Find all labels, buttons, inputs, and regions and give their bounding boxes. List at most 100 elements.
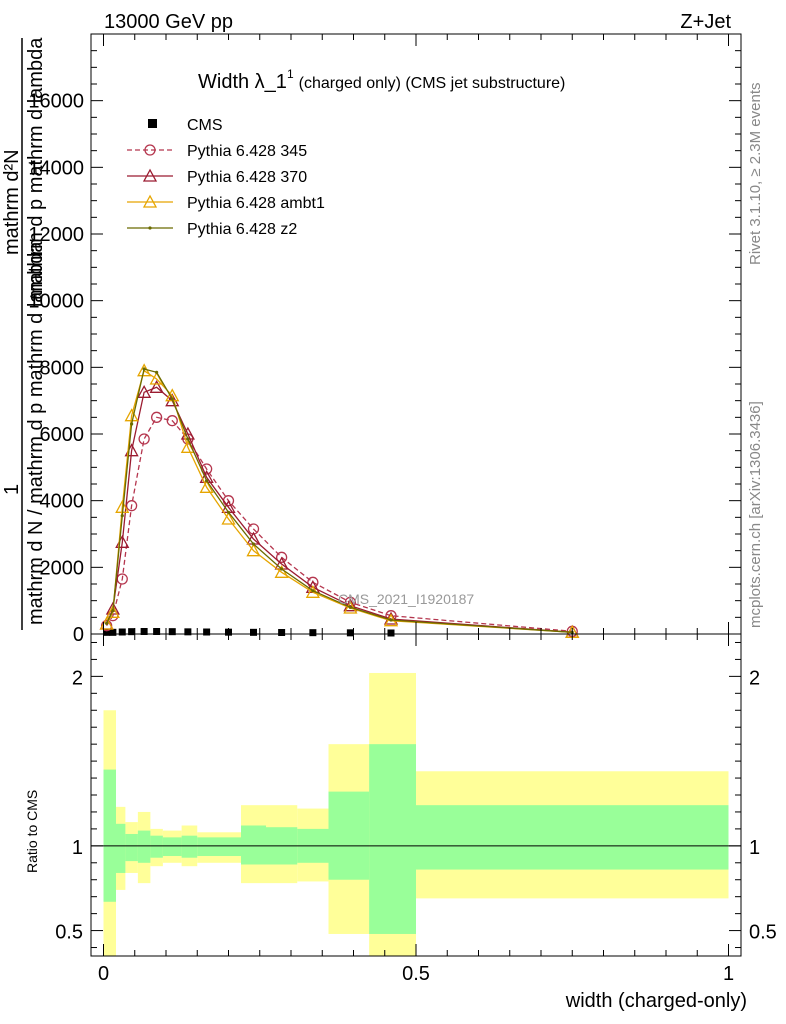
series-point-2 [105,601,120,615]
ytick-label: 12000 [28,224,84,246]
title-rest: (charged only) (CMS jet substructure) [299,75,566,92]
mcplots-label: mcplots.cern.ch [arXiv:1306.3436] [747,401,764,628]
legend-marker-2 [142,168,158,182]
series-point-1 [100,620,113,632]
ratio-ytick-label-left: 1 [72,837,83,859]
legend-label-3: Pythia 6.428 ambt1 [187,195,325,212]
series-point-2 [343,598,358,612]
ratio-stat-band [328,791,370,880]
cms-point [250,628,257,636]
legend-label-4: Pythia 6.428 z2 [187,221,297,238]
series-point-4 [130,422,134,426]
ratio-stat-band [103,769,116,902]
ratio-panel [91,672,741,956]
cms-point [278,629,286,636]
legend-label-2: Pythia 6.428 370 [187,169,307,186]
ratio-stat-band [216,837,241,857]
ratio-stat-band [241,825,266,865]
cms-point [118,628,126,636]
series-point-3 [105,604,120,618]
cms-point [309,629,317,637]
watermark: CMS_2021_I1920187 [338,591,474,607]
ratio-ytick-label-right: 1 [749,837,760,859]
cms-point [387,629,395,637]
xtick-label: 0.5 [402,963,430,985]
legend-marker-4 [148,226,152,230]
ratio-axes: 0.5 0.5 1 1 2 2 0 0.5 1 [55,633,777,985]
ytick-label: 0 [73,624,84,646]
legend: CMS Pythia 6.428 345 Pythia 6.428 370 Pythi… [127,117,325,238]
ytick-label: 4000 [40,491,85,513]
main-title: Width λ_11 (charged only) (CMS jet substr… [198,67,565,93]
series-point-1 [138,433,150,445]
cms-point [346,629,354,637]
series-point-4 [389,618,393,622]
series-point-3 [165,388,180,402]
ratio-stat-band [416,805,729,870]
cms-point [184,628,192,636]
series-point-4 [186,437,190,441]
cms-point [203,628,211,636]
series-point-4 [251,542,256,546]
ytick-label: 8000 [40,357,85,379]
series-line-4 [106,368,573,633]
legend-marker-1 [144,144,156,156]
header-left: 13000 GeV pp [104,11,233,33]
series-point-4 [170,397,174,401]
ratio-stat-band [150,835,163,858]
cms-point [140,628,148,635]
series-point-3 [246,543,261,557]
ytick-label: 2000 [40,557,85,579]
ratio-ytick-label-left: 2 [72,667,83,689]
title-sup: 1 [287,67,294,81]
series-point-4 [226,510,231,514]
ytick-label: 16000 [28,91,84,113]
series-line-3 [106,369,573,633]
xtick-label: 1 [723,963,734,985]
main-axes: 0 2000 4000 6000 8000 10000 12000 14000 16000 [28,33,742,646]
ratio-ytick-label-right: 2 [749,667,760,689]
cms-point [109,628,117,636]
series-point-4 [311,589,315,593]
rivet-label: Rivet 3.1.10, ≥ 2.3M events [747,83,764,266]
legend-label-0: CMS [187,117,223,134]
series-point-1 [150,411,163,423]
cms-point [103,628,111,636]
xlabel: width (charged-only) [565,990,747,1012]
ylabel-line-3: mathrm d²N [1,149,23,255]
legend-marker-3 [142,194,158,208]
ratio-ylabel: Ratio to CMS [24,790,40,873]
ratio-stat-band [197,837,216,857]
series-point-2 [149,379,164,393]
xtick-label: 0 [98,963,109,985]
series-point-3 [343,600,358,614]
ratio-ytick-label-right: 0.5 [749,922,777,944]
series-point-1 [275,551,288,563]
series-point-1 [166,415,178,427]
ytick-label: 10000 [28,291,84,313]
legend-label-1: Pythia 6.428 345 [187,143,307,160]
ylabel-line-4: mathrm d p mathrm d lambda [25,37,47,300]
ylabel-line-1: 1 [1,484,23,495]
ratio-stat-band [369,744,416,934]
series-point-3 [221,511,236,525]
series-point-4 [142,367,146,371]
series-line-1 [106,416,573,632]
series-point-4 [348,605,352,609]
ylabel-line-2: mathrm d N / mathrm d p mathrm d lambda [25,241,47,625]
series-point-4 [111,609,115,613]
series-point-4 [120,514,124,518]
cms-point [128,628,136,636]
series-point-4 [105,621,109,625]
legend-marker-cms [148,119,157,128]
series-point-3 [199,479,214,493]
main-series-layer [99,363,580,638]
ytick-label: 6000 [40,424,85,446]
ratio-ytick-label-left: 0.5 [55,922,83,944]
title-main: Width λ_1 [198,71,287,93]
series-line-2 [106,386,573,633]
ratio-stat-band [116,823,126,873]
ratio-stat-band [162,837,182,857]
series-point-4 [205,479,209,483]
